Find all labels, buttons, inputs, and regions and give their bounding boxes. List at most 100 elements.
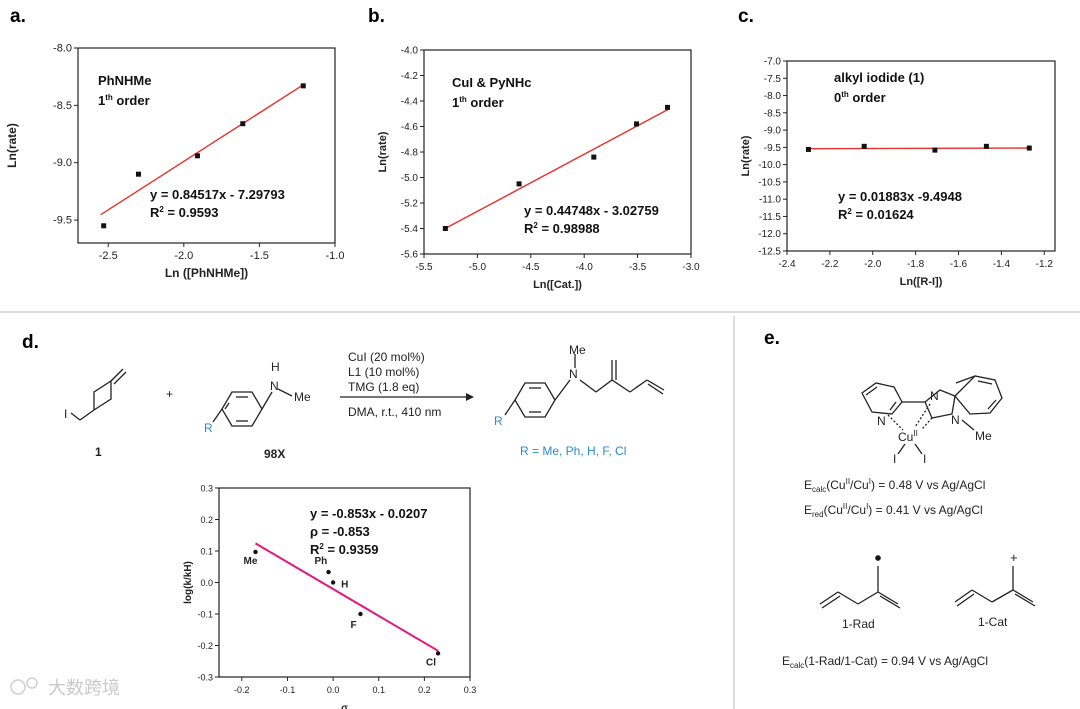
x-tick-label: -4.5 (522, 262, 540, 273)
nitrogen-methyl: Me (975, 429, 992, 443)
y-tick-label: -0.3 (197, 673, 213, 683)
order-label: 0th order (834, 90, 886, 105)
data-point (326, 569, 331, 575)
data-point (516, 181, 522, 187)
point-label: H (341, 580, 348, 591)
data-point (665, 104, 671, 110)
chart-b-kinetic-order-catalyst: -5.5 -5.0 -4.5 -4.0 -3.5 -3.0 -5.6 -5.4 -5.2 -5.0… (377, 46, 700, 292)
reactant-1-iodide-label: I (64, 407, 67, 421)
r-squared: R2 = 0.9359 (310, 542, 378, 557)
y-tick-label: 0.3 (200, 484, 213, 494)
iodide-ligand-1: I (893, 452, 896, 466)
y-tick-label: -12.0 (758, 229, 781, 240)
x-tick-label: -0.1 (280, 685, 296, 695)
y-axis-label: log(k/kH) (183, 561, 194, 604)
data-point (442, 226, 448, 231)
x-tick-label: -3.5 (629, 262, 647, 273)
y-tick-label: -0.1 (197, 610, 213, 620)
y-tick-label: -9.0 (764, 126, 782, 137)
y-tick-label: -8.0 (53, 43, 72, 55)
cation-label: 1-Cat (978, 615, 1008, 629)
reactant-r-group: R (204, 421, 213, 435)
x-axis-label: Ln([Cat.]) (533, 279, 582, 291)
y-tick-label: -10.5 (758, 177, 781, 188)
y-tick-label: -8.0 (764, 91, 782, 102)
panel-label-e: e. (764, 328, 780, 349)
y-tick-label: -11.0 (759, 195, 781, 206)
data-point (101, 223, 107, 229)
data-point (805, 146, 811, 152)
x-tick-label: -2.0 (864, 259, 882, 270)
reaction-scheme-d (70, 354, 665, 427)
data-point (1026, 145, 1032, 151)
fit-line (445, 107, 670, 230)
data-point (983, 143, 989, 149)
benzimidazole-nitrogen: N (951, 413, 960, 427)
panel-label-b: b. (368, 6, 385, 27)
x-tick-label: -2.4 (778, 259, 796, 270)
x-tick-label: -1.8 (907, 259, 925, 270)
y-tick-label: 0.0 (200, 578, 213, 588)
product-nitrogen: N (569, 367, 578, 381)
panel-label-d: d. (22, 332, 39, 353)
annotation-title: CuI & PyNHc (452, 75, 531, 90)
data-point (435, 651, 441, 656)
iodide-ligand-2: I (923, 452, 926, 466)
y-tick-label: -8.5 (764, 108, 782, 119)
y-tick-label: -4.0 (401, 46, 419, 57)
y-tick-label: -9.0 (53, 157, 72, 169)
panel-label-c: c. (738, 6, 754, 27)
copper-center: CuII (898, 429, 918, 444)
condition-1: CuI (20 mol%) (348, 350, 425, 364)
e-calc-rad-cat-potential: Ecalc(1-Rad/1-Cat) = 0.94 V vs Ag/AgCl (782, 654, 988, 670)
y-tick-label: -7.0 (764, 57, 782, 68)
point-label: Me (244, 556, 258, 567)
plus-sign: + (166, 387, 173, 401)
cation-1-cat-structure (954, 566, 1036, 607)
nh-hydrogen: H (271, 360, 280, 374)
pyridine-nitrogen: N (877, 414, 886, 428)
data-point (591, 154, 597, 160)
y-tick-label: 0.1 (200, 547, 213, 557)
rho-value: ρ = -0.853 (310, 524, 370, 539)
y-tick-label: -5.2 (401, 199, 419, 210)
y-tick-label: -4.4 (401, 97, 419, 108)
data-point (194, 153, 200, 159)
cu-complex-structure (861, 375, 1003, 455)
order-label: 1th order (452, 95, 504, 110)
cation-charge: + (1010, 550, 1018, 565)
x-tick-label: -2.5 (99, 250, 118, 262)
x-tick-label: -5.5 (415, 262, 433, 273)
condition-2: L1 (10 mol%) (348, 365, 419, 379)
y-tick-label: -11.5 (759, 212, 781, 223)
r-squared: R2 = 0.9593 (150, 205, 218, 220)
x-tick-label: -4.0 (576, 262, 594, 273)
condition-below-arrow: DMA, r.t., 410 nm (348, 405, 441, 419)
fit-equation: y = 0.44748x - 3.02759 (524, 203, 659, 218)
y-tick-label: -8.5 (53, 100, 72, 112)
x-tick-label: -3.0 (682, 262, 700, 273)
x-axis-label: Ln([R-I]) (900, 276, 943, 288)
point-label: Cl (426, 657, 436, 668)
nh-methyl: Me (294, 390, 311, 404)
x-tick-label: 0.1 (372, 685, 385, 695)
reactant-98x-structure (212, 388, 293, 427)
y-tick-label: -9.5 (53, 215, 72, 227)
x-tick-label: -2.2 (821, 259, 839, 270)
product-structure (504, 354, 665, 418)
order-label: 1th order (98, 93, 150, 108)
reactant-1-label: 1 (95, 445, 102, 459)
panel-label-a: a. (10, 6, 26, 27)
data-point (135, 171, 141, 177)
chart-c-kinetic-order-alkyl-iodide: -2.4 -2.2 -2.0 -1.8 -1.6 -1.4 -1.2 -12.5 -12.0 -1… (740, 57, 1056, 288)
chart-a-kinetic-order-phnhme: -2.5 -2.0 -1.5 -1.0 -9.5 -9.0 -8.5 -8.0 Ln ([PhN… (5, 43, 344, 281)
chart-d-hammett-plot: -0.2 -0.1 0.0 0.1 0.2 0.3 -0.3 -0.2 -0.1 0.0 0.1 0.… (183, 484, 476, 709)
x-tick-label: -2.0 (174, 250, 193, 262)
y-tick-label: -9.5 (764, 143, 782, 154)
data-point (634, 121, 640, 127)
data-point (253, 549, 258, 555)
x-tick-label: -1.5 (250, 250, 269, 262)
y-tick-label: -5.4 (401, 224, 419, 235)
x-tick-label: -1.4 (993, 259, 1011, 270)
